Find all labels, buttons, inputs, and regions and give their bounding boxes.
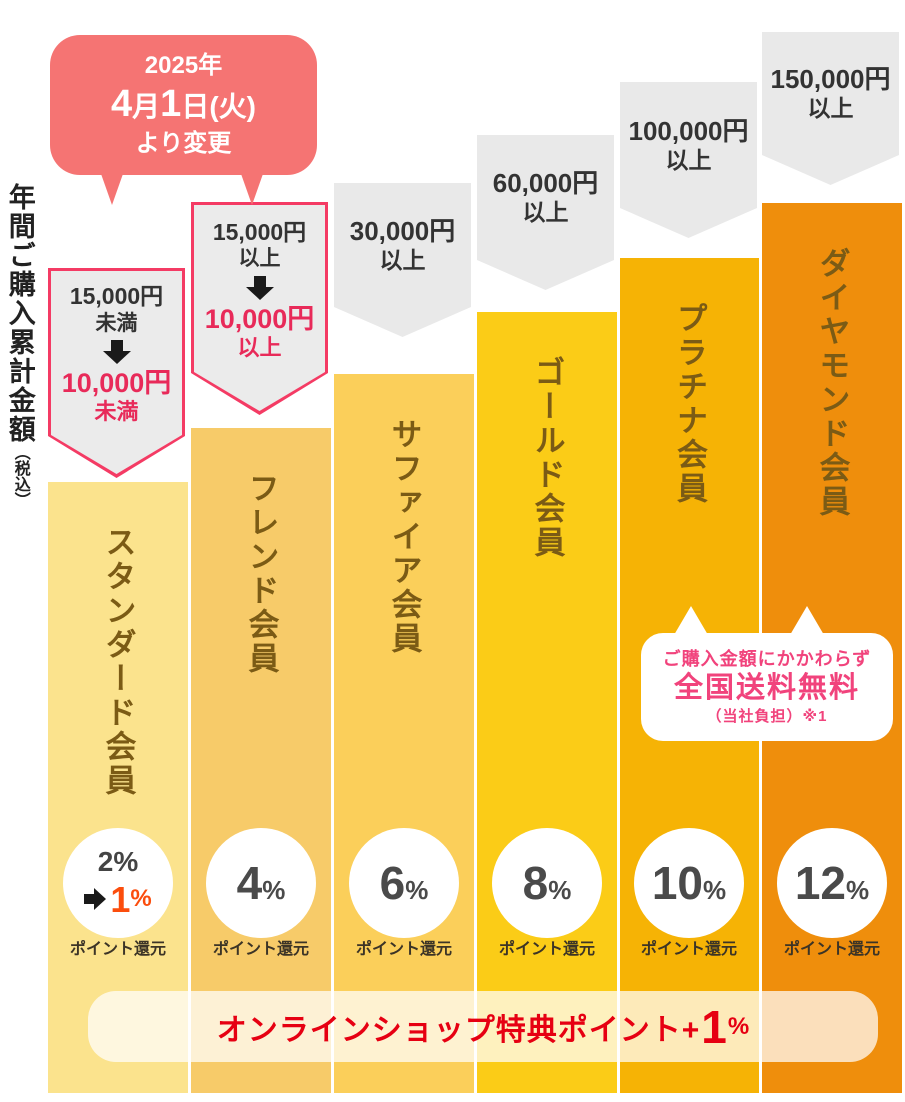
threshold-new-amount: 10,000円 xyxy=(204,303,315,334)
threshold-qualifier: 以上 xyxy=(379,246,426,273)
rate-circle-sapphire: 6% xyxy=(349,828,459,938)
bubble-tail-icon xyxy=(240,171,264,205)
axis-label-tax-note: （税込） xyxy=(11,444,29,508)
change-notice-bubble: 2025年 4月1日(火) より変更 xyxy=(50,35,317,175)
threshold-badge-gold: 60,000円 以上 xyxy=(477,135,614,290)
tier-name-diamond: ダイヤモンド会員 xyxy=(814,247,850,519)
rate-value: 8 xyxy=(522,857,549,909)
rate-label: ポイント還元 xyxy=(783,941,880,958)
change-notice-date: 4月1日(火) xyxy=(111,82,256,125)
rate-label: ポイント還元 xyxy=(640,941,737,958)
threshold-amount: 150,000円 xyxy=(770,64,891,95)
threshold-amount: 100,000円 xyxy=(628,115,749,146)
rate-unit: % xyxy=(703,875,727,905)
threshold-badge-sapphire: 30,000円 以上 xyxy=(334,183,471,337)
tier-column-friend: フレンド会員 xyxy=(191,428,331,1093)
tier-name-sapphire: サファイア会員 xyxy=(386,418,422,656)
rate-unit: % xyxy=(262,875,286,905)
rate-label: ポイント還元 xyxy=(212,941,309,958)
rate-label: ポイント還元 xyxy=(498,941,595,958)
threshold-qualifier: 以上 xyxy=(807,95,854,122)
arrow-down-icon xyxy=(102,340,132,365)
arrow-right-icon xyxy=(84,888,108,911)
arrow-down-icon xyxy=(245,276,275,301)
axis-label-main: 年間ご購入累計金額 xyxy=(4,183,35,444)
change-notice-text: より変更 xyxy=(135,130,232,158)
tier-column-gold: ゴールド会員 xyxy=(477,312,617,1093)
callout-tail-icon xyxy=(790,606,824,635)
rate-circle-platinum: 10% xyxy=(634,828,744,938)
rate-value: 10 xyxy=(651,857,704,909)
tier-column-sapphire: サファイア会員 xyxy=(334,374,474,1093)
rate-value: 6 xyxy=(379,857,406,909)
rate-value: 12 xyxy=(794,857,847,909)
bubble-tail-icon xyxy=(100,171,124,205)
rate-unit: % xyxy=(548,875,572,905)
threshold-qualifier: 以上 xyxy=(522,199,569,226)
threshold-amount: 30,000円 xyxy=(349,215,456,246)
rate-circle-diamond: 12% xyxy=(777,828,887,938)
rate-value: 4 xyxy=(236,857,263,909)
axis-label: 年間ご購入累計金額（税込） xyxy=(2,183,36,508)
threshold-new-amount: 10,000円 xyxy=(61,368,172,398)
banner-text: オンラインショップ特典ポイント+ xyxy=(216,1013,701,1047)
threshold-old-amount: 15,000円 xyxy=(69,283,164,310)
threshold-new-qualifier: 未満 xyxy=(94,399,139,425)
threshold-badge-standard: 15,000円 未満 10,000円 未満 xyxy=(48,268,185,478)
threshold-old-qualifier: 未満 xyxy=(95,311,138,335)
threshold-badge-friend: 15,000円 以上 10,000円 以上 xyxy=(191,202,328,415)
online-shop-bonus-banner: オンラインショップ特典ポイント+ 1% xyxy=(88,991,878,1062)
change-notice-year: 2025年 xyxy=(144,51,223,79)
threshold-amount: 60,000円 xyxy=(492,168,599,199)
threshold-old-qualifier: 以上 xyxy=(238,247,281,271)
threshold-new-qualifier: 以上 xyxy=(237,334,282,360)
tier-name-gold: ゴールド会員 xyxy=(529,356,565,560)
rate-new: 1 xyxy=(110,878,131,920)
rate-unit: % xyxy=(846,875,870,905)
callout-tail-icon xyxy=(674,606,708,635)
rate-old: 2% xyxy=(97,845,139,877)
rate-unit: % xyxy=(405,875,429,905)
rate-new-unit: % xyxy=(130,885,152,913)
rate-label: ポイント還元 xyxy=(355,941,452,958)
free-shipping-callout: ご購入金額にかかわらず 全国送料無料 （当社負担）※1 xyxy=(641,633,893,741)
threshold-badge-diamond: 150,000円 以上 xyxy=(762,32,899,185)
banner-value: 1 xyxy=(701,1000,727,1053)
rate-label: ポイント還元 xyxy=(69,941,166,958)
tier-name-platinum: プラチナ会員 xyxy=(672,302,707,506)
callout-note: （当社負担）※1 xyxy=(706,708,828,726)
rate-circle-standard: 2% 1% xyxy=(63,828,173,938)
callout-free-shipping: 全国送料無料 xyxy=(673,672,860,705)
rate-circle-gold: 8% xyxy=(492,828,602,938)
callout-condition: ご購入金額にかかわらず xyxy=(662,648,872,669)
tier-name-friend: フレンド会員 xyxy=(243,472,279,676)
rate-circle-friend: 4% xyxy=(206,828,316,938)
tier-name-standard: スタンダード会員 xyxy=(100,526,136,798)
threshold-old-amount: 15,000円 xyxy=(212,218,307,245)
banner-unit: % xyxy=(727,1012,750,1040)
threshold-badge-platinum: 100,000円 以上 xyxy=(620,82,757,238)
threshold-qualifier: 以上 xyxy=(665,146,712,173)
